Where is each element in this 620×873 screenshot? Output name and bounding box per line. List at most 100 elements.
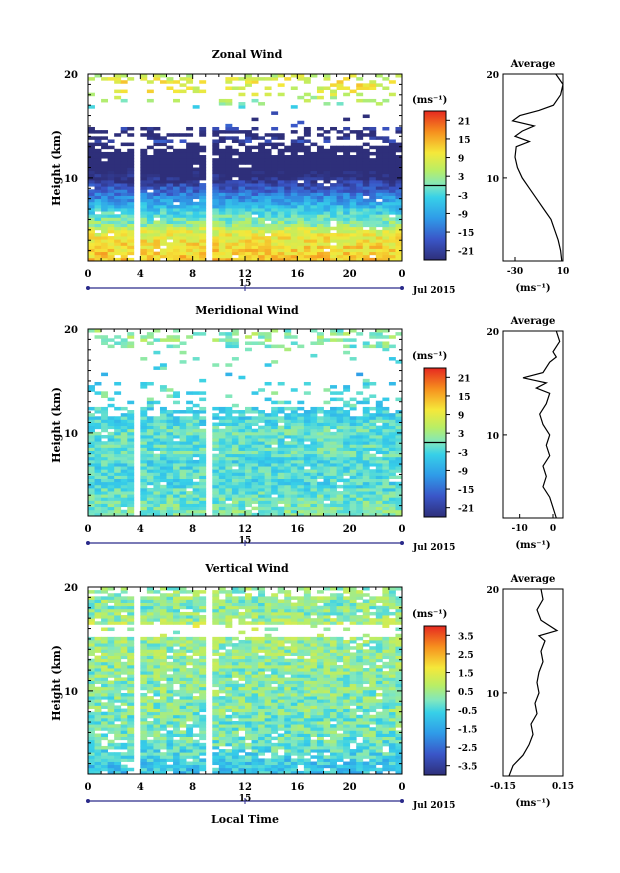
heatmap-cell xyxy=(153,742,161,747)
heatmap-cell xyxy=(297,77,305,81)
heatmap-cell xyxy=(323,764,331,769)
heatmap-cell xyxy=(218,416,226,420)
heatmap-cell xyxy=(316,503,324,508)
heatmap-cell xyxy=(323,148,331,153)
heatmap-cell xyxy=(356,229,364,234)
heatmap-cell xyxy=(330,155,337,159)
heatmap-cell xyxy=(199,198,207,203)
heatmap-cell xyxy=(336,173,344,178)
heatmap-cell xyxy=(88,696,95,700)
heatmap-cell xyxy=(369,419,377,423)
heatmap-cell xyxy=(166,388,174,392)
heatmap-cell xyxy=(245,500,252,504)
heatmap-cell xyxy=(382,767,390,772)
heatmap-cell xyxy=(245,406,252,411)
heatmap-cell xyxy=(264,257,272,262)
heatmap-cell xyxy=(114,708,122,713)
heatmap-cell xyxy=(186,229,194,234)
heatmap-cell xyxy=(179,466,187,470)
heatmap-cell xyxy=(245,770,252,775)
heatmap-cell xyxy=(375,721,383,725)
heatmap-cell xyxy=(316,770,324,775)
heatmap-cell xyxy=(218,419,226,423)
heatmap-cell xyxy=(186,428,194,433)
heatmap-cell xyxy=(290,469,298,473)
heatmap-cell xyxy=(153,711,161,716)
heatmap-cell xyxy=(375,208,383,212)
heatmap-cell xyxy=(251,406,259,411)
heatmap-cell xyxy=(114,232,122,237)
heatmap-cell xyxy=(120,441,128,445)
heatmap-cell xyxy=(343,745,351,750)
heatmap-cell xyxy=(225,733,233,737)
heatmap-cell xyxy=(356,447,364,451)
heatmap-cell xyxy=(159,366,167,370)
heatmap-cell xyxy=(395,161,403,165)
heatmap-cell xyxy=(297,208,305,212)
heatmap-cell xyxy=(146,422,154,427)
heatmap-cell xyxy=(310,329,318,333)
heatmap-cell xyxy=(199,189,207,193)
heatmap-cell xyxy=(238,208,246,212)
heatmap-cell xyxy=(271,220,279,224)
heatmap-cell xyxy=(199,204,207,209)
heatmap-cell xyxy=(173,186,180,190)
heatmap-cell xyxy=(159,183,167,187)
heatmap-cell xyxy=(303,487,311,492)
heatmap-cell xyxy=(218,500,226,504)
heatmap-cell xyxy=(251,484,259,489)
heatmap-cell xyxy=(192,189,200,193)
heatmap-cell xyxy=(127,441,135,445)
heatmap-cell xyxy=(395,254,403,259)
heatmap-cell xyxy=(94,742,102,747)
heatmap-cell xyxy=(120,425,128,430)
heatmap-cell xyxy=(349,749,357,753)
heatmap-cell xyxy=(382,742,390,747)
heatmap-cell xyxy=(192,438,200,442)
heatmap-cell xyxy=(166,186,174,190)
heatmap-cell xyxy=(297,164,305,168)
heatmap-cell xyxy=(127,192,135,196)
heatmap-cell xyxy=(395,721,403,725)
heatmap-cell xyxy=(192,758,200,762)
heatmap-cell xyxy=(199,167,207,172)
heatmap-cell xyxy=(120,239,128,243)
heatmap-cell xyxy=(140,441,148,445)
heatmap-cell xyxy=(356,444,364,448)
heatmap-cell xyxy=(362,699,370,703)
heatmap-cell xyxy=(192,179,200,184)
heatmap-cell xyxy=(290,512,298,517)
heatmap-cell xyxy=(375,335,383,339)
heatmap-cell xyxy=(258,204,266,209)
heatmap-cell xyxy=(264,708,272,713)
heatmap-cell xyxy=(166,416,174,420)
heatmap-cell xyxy=(120,692,128,697)
heatmap-cell xyxy=(264,242,272,246)
heatmap-cell xyxy=(310,431,318,436)
heatmap-cell xyxy=(140,434,148,439)
heatmap-cell xyxy=(362,170,370,175)
heatmap-cell xyxy=(245,239,252,243)
heatmap-cell xyxy=(388,736,396,741)
heatmap-cell xyxy=(94,497,102,501)
heatmap-cell xyxy=(225,503,233,508)
heatmap-cell xyxy=(159,208,167,212)
heatmap-cell xyxy=(225,413,233,417)
heatmap-cell xyxy=(375,245,383,249)
heatmap-cell xyxy=(264,509,272,514)
heatmap-cell xyxy=(127,164,135,168)
heatmap-cell xyxy=(173,742,180,747)
heatmap-cell xyxy=(225,183,233,187)
heatmap-cell xyxy=(166,176,174,181)
heatmap-cell xyxy=(173,208,180,212)
heatmap-cell xyxy=(173,176,180,181)
heatmap-cell xyxy=(192,469,200,473)
heatmap-cell xyxy=(323,491,331,495)
heatmap-cell xyxy=(120,198,128,203)
heatmap-cell xyxy=(101,475,109,479)
heatmap-cell xyxy=(88,453,95,458)
heatmap-cell xyxy=(336,478,344,483)
heatmap-cell xyxy=(258,136,266,140)
heatmap-cell xyxy=(290,189,298,193)
heatmap-cell xyxy=(277,133,285,137)
